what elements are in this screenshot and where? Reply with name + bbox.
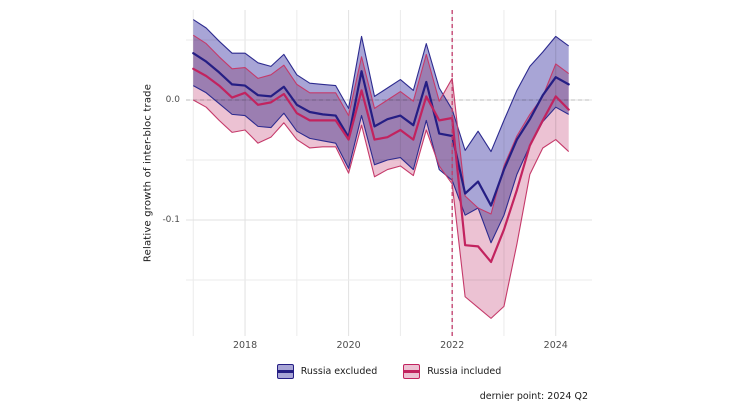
legend-item-russia-excluded: Russia excluded — [276, 364, 378, 379]
russia-included-ribbon-key-icon — [403, 364, 421, 379]
series-line-russia-included — [192, 67, 570, 264]
ribbon-upper-bound-included — [192, 34, 570, 215]
legend-label-russia-included: Russia included — [427, 366, 502, 377]
ribbon-lower-bound-excluded — [192, 85, 569, 244]
series-line-russia-excluded — [192, 52, 570, 207]
legend: Russia excluded Russia included — [24, 364, 730, 379]
chart-caption: dernier point: 2024 Q2 — [479, 391, 588, 402]
legend-label-russia-excluded: Russia excluded — [300, 366, 378, 377]
x-tick-label: 2024 — [543, 340, 568, 351]
x-tick-label: 2018 — [232, 340, 258, 351]
x-tick-label: 2022 — [440, 340, 465, 351]
confidence-ribbon-included — [193, 35, 569, 319]
y-axis-title: Relative growth of inter-bloc trade — [142, 83, 154, 263]
ribbon-upper-bound-excluded — [192, 19, 570, 153]
legend-item-russia-included: Russia included — [403, 364, 501, 379]
ribbon-lower-bound-included — [192, 99, 570, 319]
y-tick-label: -0.1 — [162, 214, 180, 225]
y-tick-label: 0.0 — [165, 94, 180, 105]
x-tick-label: 2020 — [336, 340, 361, 351]
russia-excluded-ribbon-key-icon — [276, 364, 294, 379]
